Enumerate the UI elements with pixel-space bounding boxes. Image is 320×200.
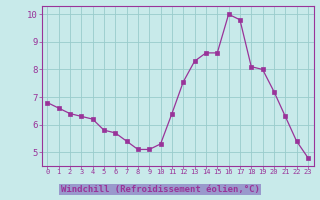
Text: Windchill (Refroidissement éolien,°C): Windchill (Refroidissement éolien,°C) xyxy=(60,185,260,194)
